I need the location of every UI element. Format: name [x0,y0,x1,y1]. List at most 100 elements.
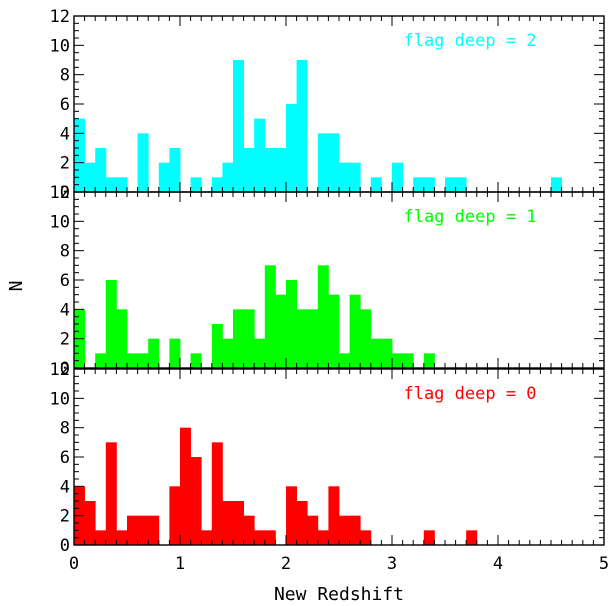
bar-0-11 [190,177,202,192]
bar-2-27 [360,530,372,545]
bar-1-29 [381,338,393,368]
bar-0-30 [392,162,403,192]
bar-0-28 [370,177,382,192]
bar-2-33 [423,530,435,545]
bar-0-0 [74,118,85,192]
y-tick-label-1-4: 8 [60,242,70,262]
bar-1-11 [190,353,202,368]
bar-1-25 [339,353,350,368]
bar-2-17 [254,530,266,545]
bar-0-14 [222,162,234,192]
bar-1-13 [211,324,223,368]
bar-1-3 [105,280,117,368]
x-tick-label-2: 2 [281,554,291,574]
y-tick-label-2-1: 2 [60,507,70,527]
bar-2-37 [466,530,478,545]
bar-1-2 [95,353,107,368]
bar-1-21 [296,309,308,368]
bar-1-6 [137,353,149,368]
bar-1-24 [328,294,340,368]
bar-0-6 [137,133,149,192]
bar-1-9 [169,338,181,368]
bar-2-13 [211,442,223,545]
panel-label-2: flag deep = 0 [403,384,536,404]
bar-0-18 [264,148,276,192]
bar-0-32 [413,177,425,192]
bar-1-14 [222,338,234,368]
y-tick-label-0-3: 6 [60,95,70,115]
panel-label-1: flag deep = 1 [403,207,536,227]
y-tick-label-2-3: 6 [60,448,70,468]
bar-2-7 [148,515,160,545]
y-tick-label-0-6: 12 [50,7,70,27]
bar-0-8 [158,162,170,192]
bar-0-4 [116,177,128,192]
y-tick-label-1-5: 10 [50,212,70,232]
bar-1-31 [402,353,414,368]
bar-0-24 [328,133,340,192]
bar-2-2 [95,530,107,545]
bar-1-17 [254,338,266,368]
bar-0-26 [349,162,361,192]
panel-0: 0 2 4 6 8 10 12 flag deep = 2 [50,7,605,203]
bar-0-9 [169,148,181,192]
bar-2-26 [349,515,361,545]
y-tick-label-0-0: 0 [60,183,70,203]
bar-2-10 [180,427,191,545]
bar-2-5 [127,515,138,545]
bar-0-33 [423,177,435,192]
bar-2-6 [137,515,149,545]
bar-2-18 [264,530,276,545]
bar-1-16 [243,309,255,368]
y-tick-label-0-5: 10 [50,36,70,56]
bar-0-37 [551,177,562,192]
y-tick-label-1-2: 4 [60,300,70,320]
bar-0-17 [254,118,266,192]
bar-0-13 [211,177,223,192]
x-tick-label-4: 4 [493,554,503,574]
y-tick-label-1-0: 0 [60,359,70,379]
bar-2-16 [243,515,255,545]
bar-0-3 [105,177,117,192]
bar-1-20 [286,280,297,368]
y-axis-title: N [6,281,27,292]
y-tick-label-1-1: 2 [60,330,70,350]
y-tick-label-1-3: 6 [60,271,70,291]
bar-0-21 [296,60,308,192]
bar-2-3 [105,442,117,545]
bar-2-20 [286,486,297,545]
x-tick-label-3: 3 [387,554,397,574]
bar-2-24 [328,486,340,545]
bar-2-22 [307,515,319,545]
bar-1-19 [275,294,287,368]
bar-0-2 [95,148,107,192]
y-tick-label-0-4: 8 [60,66,70,86]
bar-1-22 [307,309,319,368]
bar-2-11 [190,457,202,545]
x-tick-label-0: 0 [69,554,79,574]
bar-1-18 [264,265,276,368]
x-tick-label-1: 1 [175,554,185,574]
bar-0-35 [445,177,456,192]
y-tick-label-2-0: 0 [60,536,70,556]
bar-2-1 [84,501,96,545]
bar-0-15 [233,60,244,192]
bar-2-9 [169,486,181,545]
bar-1-33 [423,353,435,368]
bar-0-1 [84,162,96,192]
bar-1-28 [370,338,382,368]
bar-1-23 [317,265,329,368]
y-tick-label-0-2: 4 [60,124,70,144]
bar-0-19 [275,148,287,192]
x-tick-label-5: 5 [599,554,609,574]
bar-1-7 [148,338,160,368]
panel-label-0: flag deep = 2 [403,31,536,51]
y-tick-label-2-2: 4 [60,477,70,497]
bar-2-15 [233,501,244,545]
bar-1-30 [392,353,403,368]
bar-1-4 [116,309,128,368]
y-tick-label-2-5: 10 [50,389,70,409]
bar-0-20 [286,104,297,192]
